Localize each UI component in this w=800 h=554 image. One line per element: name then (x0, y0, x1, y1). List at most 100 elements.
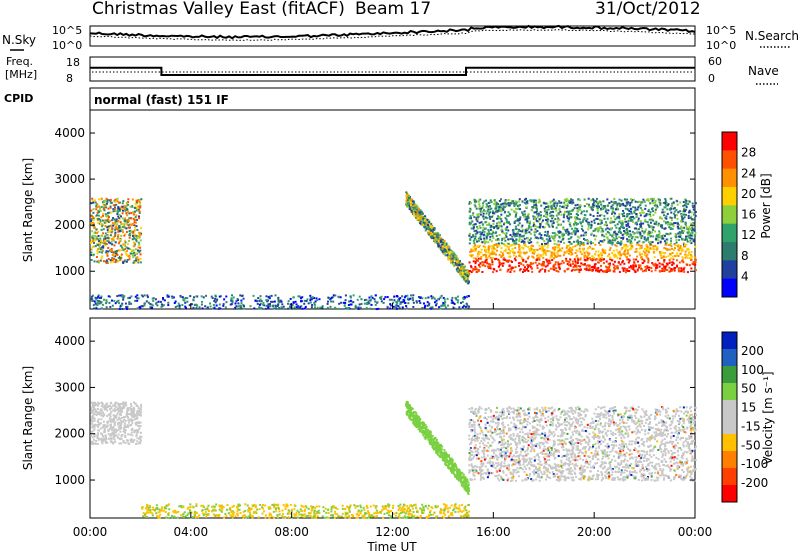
power-cell (650, 270, 653, 273)
power-cell (512, 202, 515, 205)
power-cell (614, 224, 617, 227)
power-cell (107, 211, 110, 214)
power-cell (349, 296, 352, 299)
power-cell (558, 243, 561, 246)
power-cell (131, 231, 134, 234)
power-cell (429, 232, 432, 235)
power-cell (550, 210, 553, 213)
power-cell (585, 234, 588, 237)
power-cell (495, 204, 498, 207)
power-cell (416, 301, 419, 304)
power-cell (542, 253, 545, 256)
velocity-cell (512, 412, 515, 415)
power-cell (687, 214, 690, 217)
power-cell (652, 219, 655, 222)
velocity-cell (612, 412, 615, 415)
velocity-cell (509, 436, 512, 439)
power-cell (101, 234, 104, 237)
power-cell (630, 240, 633, 243)
power-cell (504, 216, 507, 219)
velocity-cell (560, 475, 563, 478)
power-cell (559, 205, 562, 208)
power-cell (464, 270, 467, 273)
power-cell (554, 254, 557, 257)
power-cell (107, 230, 110, 233)
power-cell (332, 294, 335, 297)
power-cell (309, 297, 312, 300)
power-cell (670, 219, 673, 222)
velocity-cell (610, 473, 613, 476)
power-cell (427, 233, 430, 236)
velocity-cell (606, 429, 609, 432)
power-cell (542, 264, 545, 267)
power-cell (93, 227, 96, 230)
power-cell (110, 247, 113, 250)
power-cell (600, 209, 603, 212)
power-cell (585, 210, 588, 213)
power-cell (121, 223, 124, 226)
velocity-cell (502, 426, 505, 429)
power-cell (645, 269, 648, 272)
power-cell (601, 206, 604, 209)
power-cell (567, 233, 570, 236)
power-cell (622, 209, 625, 212)
velocity-cell (625, 443, 628, 446)
power-cell (505, 260, 508, 263)
power-cell (97, 211, 100, 214)
power-cell (559, 240, 562, 243)
power-cell (608, 239, 611, 242)
power-cell (596, 212, 599, 215)
power-cell (406, 193, 409, 196)
power-cell (462, 271, 465, 274)
power-cell (515, 232, 518, 235)
power-cell (514, 219, 517, 222)
power-cell (497, 244, 500, 247)
power-cell (531, 245, 534, 248)
power-cell (636, 200, 639, 203)
power-cell (660, 256, 663, 259)
power-cell (327, 296, 330, 299)
power-cell (497, 258, 500, 261)
power-cell (556, 221, 559, 224)
power-cell (642, 232, 645, 235)
power-cell (117, 242, 120, 245)
power-cell (599, 264, 602, 267)
power-cell (440, 249, 443, 252)
power-cell (574, 231, 577, 234)
power-cell (626, 238, 629, 241)
power-cell (414, 203, 417, 206)
power-cell (648, 234, 651, 237)
power-cell (529, 265, 532, 268)
power-cell (442, 296, 445, 299)
velocity-cell (679, 447, 682, 450)
power-cell (430, 306, 433, 309)
power-cell (594, 269, 597, 272)
power-cell (575, 223, 578, 226)
power-cell (482, 217, 485, 220)
power-cell (577, 214, 580, 217)
power-cell (112, 204, 115, 207)
power-cell (131, 250, 134, 253)
power-cell (101, 248, 104, 251)
power-cell (140, 232, 143, 235)
power-cell (640, 201, 643, 204)
power-cell (555, 267, 558, 270)
power-cell (536, 230, 539, 233)
power-cell (114, 241, 117, 244)
power-cell (614, 218, 617, 221)
power-cell (419, 297, 422, 300)
power-cell (493, 199, 496, 202)
power-cell (638, 231, 641, 234)
power-cell (468, 202, 471, 205)
power-cell (394, 306, 397, 309)
power-cell (334, 294, 337, 297)
power-cell (477, 257, 480, 260)
power-cell (669, 232, 672, 235)
power-cell (104, 260, 107, 263)
power-cell (528, 239, 531, 242)
power-cell (160, 303, 163, 306)
velocity-cell (588, 440, 591, 443)
power-cell (589, 269, 592, 272)
power-cell (513, 251, 516, 254)
power-cell (651, 199, 654, 202)
